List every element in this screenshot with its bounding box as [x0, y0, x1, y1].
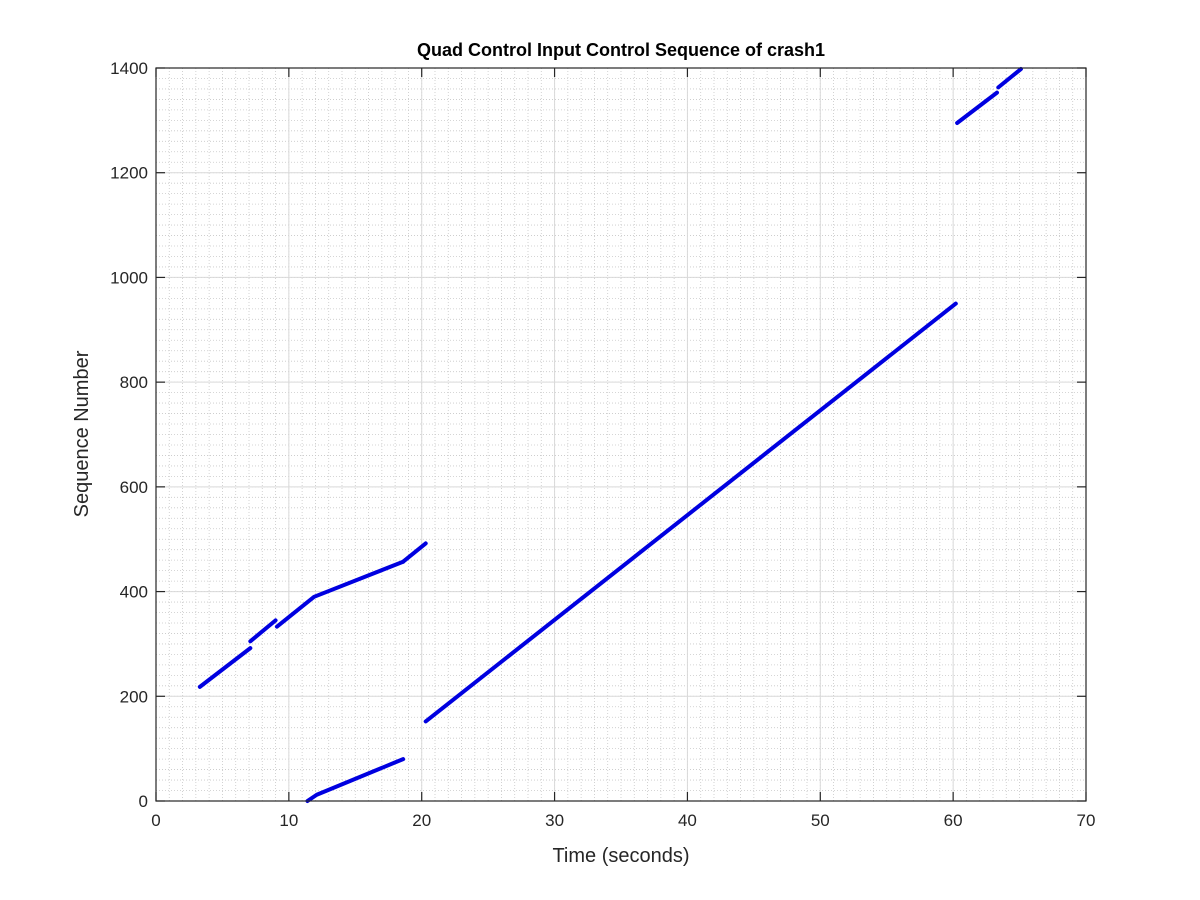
y-tick-label: 800 [120, 373, 148, 392]
x-tick-label: 0 [151, 811, 160, 830]
series-segment-1 [197, 646, 253, 689]
series-segment-8 [996, 67, 1023, 90]
series [197, 67, 1023, 803]
y-tick-label: 1000 [110, 268, 148, 287]
axes-box [155, 67, 1087, 802]
series-segment-3 [274, 559, 406, 629]
series-segment-7 [955, 90, 999, 125]
x-tick-label: 40 [678, 811, 697, 830]
y-tick-label: 600 [120, 478, 148, 497]
x-axis: 0 10 20 30 40 50 60 70 [151, 68, 1095, 830]
x-tick-label: 50 [811, 811, 830, 830]
chart-title: Quad Control Input Control Sequence of c… [417, 40, 825, 60]
x-tick-label: 30 [545, 811, 564, 830]
y-axis-label: Sequence Number [71, 350, 93, 517]
x-tick-label: 60 [944, 811, 963, 830]
x-tick-label: 10 [279, 811, 298, 830]
y-tick-label: 1400 [110, 59, 148, 78]
x-tick-label: 70 [1077, 811, 1096, 830]
x-axis-label: Time (seconds) [552, 845, 689, 867]
y-tick-label: 1200 [110, 164, 148, 183]
series-segment-6 [423, 301, 958, 724]
x-tick-label: 20 [412, 811, 431, 830]
y-axis: 0 200 400 600 800 1000 1200 1400 [110, 59, 1086, 811]
y-tick-label: 200 [120, 687, 148, 706]
series-segment-5 [305, 757, 406, 803]
y-tick-label: 0 [139, 792, 148, 811]
series-segment-2 [248, 618, 278, 644]
series-segment-4 [401, 541, 428, 564]
y-tick-label: 400 [120, 583, 148, 602]
